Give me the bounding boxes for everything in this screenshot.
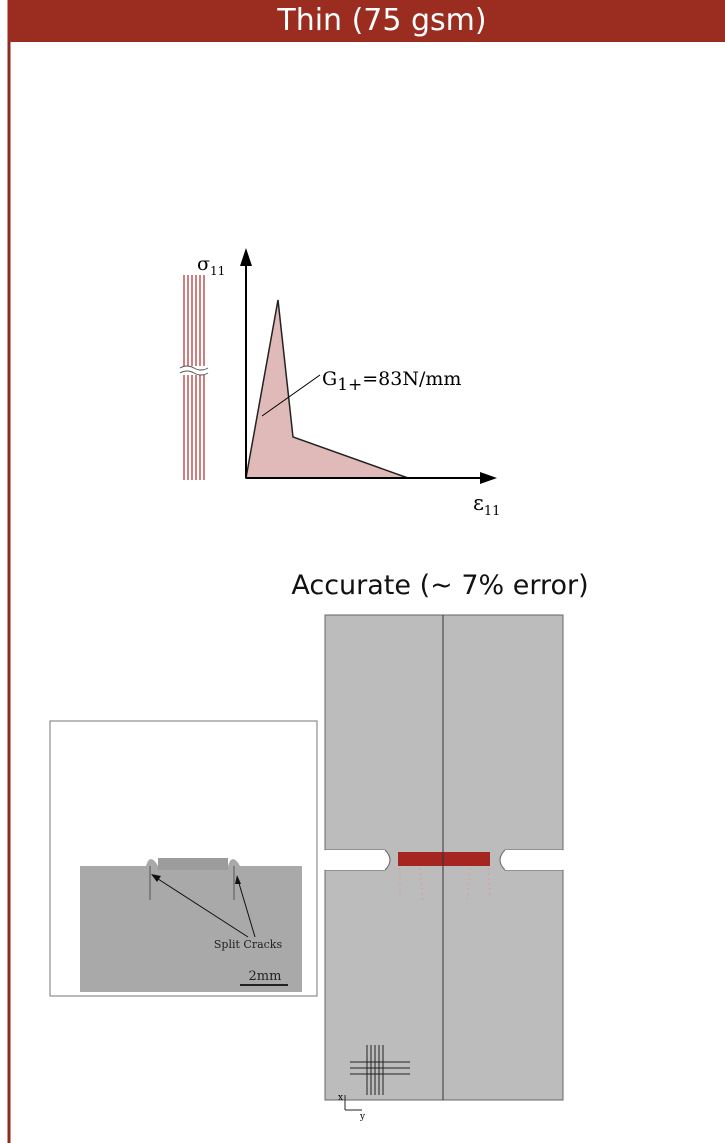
- symbol: G: [322, 368, 337, 390]
- header-title: Thin (75 gsm): [276, 3, 486, 38]
- slide: Thin (75 gsm) σ11 G1+=83N/mm ε11 Accurat…: [0, 0, 725, 1143]
- notch-left: [325, 850, 385, 870]
- notch-right: [505, 850, 563, 870]
- subscript: 1+: [337, 375, 362, 395]
- coord-x-label: x: [338, 1093, 343, 1103]
- caption: Accurate (~ 7% error): [291, 570, 588, 601]
- symbol: σ: [197, 253, 210, 275]
- fibre-break: [180, 366, 208, 375]
- symbol: ε: [473, 491, 484, 515]
- notch-region: [158, 858, 228, 870]
- page: Thin (75 gsm) σ11 G1+=83N/mm ε11 Accurat…: [0, 0, 725, 1143]
- scale-label: 2mm: [249, 969, 282, 984]
- annotation: Split Cracks: [214, 938, 283, 951]
- rest: =83N/mm: [362, 368, 461, 390]
- damage-band: [398, 852, 490, 866]
- subscript: 11: [210, 264, 225, 278]
- coord-y-label: y: [359, 1112, 366, 1122]
- subscript: 11: [484, 504, 501, 519]
